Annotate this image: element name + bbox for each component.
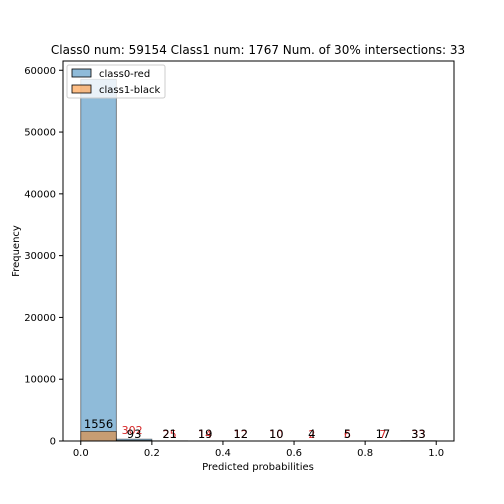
count-label-class0-red-8: 7 bbox=[379, 428, 386, 441]
y-tick-label-3: 30000 bbox=[24, 251, 56, 262]
legend-box bbox=[66, 64, 166, 99]
x-tick-label-2: 0.4 bbox=[215, 448, 231, 459]
count-label-class1-black-8: 17 bbox=[376, 427, 391, 441]
count-label-class0-red-7: 6 bbox=[344, 428, 351, 441]
legend: class0-red class1-black bbox=[66, 64, 166, 99]
y-tick-label-6: 60000 bbox=[24, 66, 56, 77]
count-label-class0-red-2: 25 bbox=[163, 428, 177, 441]
count-label-class0-red-3: 14 bbox=[198, 428, 212, 441]
x-axis-label: Predicted probabilities bbox=[202, 462, 314, 473]
count-label-class1-black-7: 5 bbox=[344, 427, 351, 441]
x-tick-label-4: 0.8 bbox=[357, 448, 373, 459]
bar-class1-black-0 bbox=[80, 430, 117, 442]
count-label-class0-red-9: 33 bbox=[411, 428, 425, 441]
legend-label-class0: class0-red bbox=[99, 69, 150, 80]
legend-swatch-class1 bbox=[71, 84, 92, 94]
y-tick-label-4: 40000 bbox=[24, 189, 56, 200]
count-label-class1-black-1: 93 bbox=[127, 427, 142, 441]
chart-title: Class0 num: 59154 Class1 num: 1767 Num. … bbox=[51, 43, 465, 57]
y-tick-label-1: 10000 bbox=[24, 375, 56, 386]
count-label-class1-black-6: 4 bbox=[308, 427, 315, 441]
count-label-class0-red-4: 12 bbox=[234, 428, 248, 441]
plot-area bbox=[80, 78, 437, 442]
y-axis-label: Frequency bbox=[11, 225, 22, 277]
legend-swatch-class0 bbox=[71, 68, 92, 78]
count-label-class0-red-6: 2 bbox=[308, 428, 315, 441]
count-label-class1-black-3: 19 bbox=[198, 427, 213, 441]
x-tick-label-3: 0.6 bbox=[286, 448, 302, 459]
y-tick-label-5: 50000 bbox=[24, 128, 56, 139]
count-label-class0-red-1: 302 bbox=[122, 424, 143, 437]
legend-label-class1: class1-black bbox=[99, 85, 161, 96]
count-label-class1-black-5: 10 bbox=[269, 427, 284, 441]
plot-frame bbox=[62, 60, 455, 442]
x-tick-label-0: 0.0 bbox=[73, 448, 89, 459]
bar-class0-red-0 bbox=[80, 78, 117, 442]
count-label-class1-black-4: 12 bbox=[233, 427, 248, 441]
y-tick-label-0: 0 bbox=[50, 437, 56, 448]
axes: 0.0 0.2 0.4 0.6 0.8 1.0 0 10000 20000 30000 40000 5… bbox=[24, 60, 455, 459]
y-tick-label-2: 20000 bbox=[24, 313, 56, 324]
count-label-class1-black-9: 33 bbox=[411, 427, 426, 441]
x-tick-label-5: 1.0 bbox=[428, 448, 444, 459]
count-label-class1-black-0: 1556 bbox=[84, 417, 113, 431]
count-label-class0-red-5: 10 bbox=[269, 428, 283, 441]
count-label-class1-black-2: 21 bbox=[162, 427, 177, 441]
x-tick-label-1: 0.2 bbox=[144, 448, 160, 459]
